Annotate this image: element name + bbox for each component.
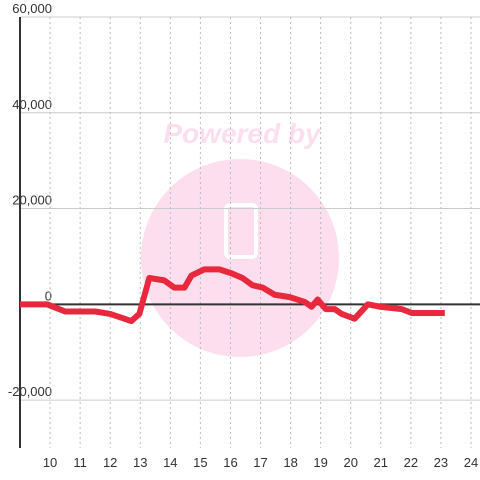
- x-tick-label: 22: [404, 455, 418, 470]
- y-tick-label: 20,000: [12, 193, 52, 208]
- x-tick-label: 19: [313, 455, 327, 470]
- x-tick-label: 12: [103, 455, 117, 470]
- x-tick-label: 17: [253, 455, 267, 470]
- x-tick-label: 13: [133, 455, 147, 470]
- y-tick-label: -20,000: [8, 384, 52, 399]
- x-tick-label: 16: [223, 455, 237, 470]
- x-tick-label: 14: [163, 455, 177, 470]
- y-tick-label: 60,000: [12, 1, 52, 16]
- line: [20, 266, 445, 325]
- x-tick-label: 21: [374, 455, 388, 470]
- x-tick-label: 18: [283, 455, 297, 470]
- watermark-text: Powered by: [163, 118, 322, 149]
- x-tick-label: 10: [43, 455, 57, 470]
- watermark-icon: [224, 203, 258, 259]
- x-tick-label: 15: [193, 455, 207, 470]
- y-tick-label: 0: [45, 288, 52, 303]
- x-tick-label: 23: [434, 455, 448, 470]
- x-tick-label: 11: [73, 455, 87, 470]
- x-tick-label: 24: [464, 455, 478, 470]
- x-tick-label: 20: [343, 455, 357, 470]
- y-tick-label: 40,000: [12, 97, 52, 112]
